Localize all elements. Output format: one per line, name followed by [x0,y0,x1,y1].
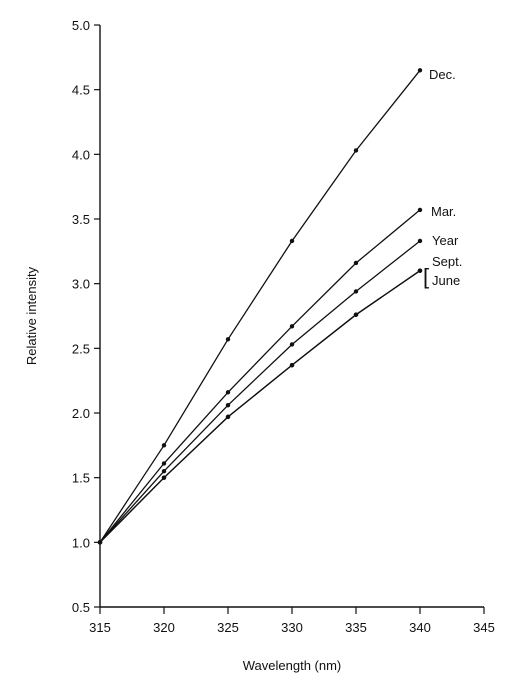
series-label: June [432,273,460,288]
y-tick-label: 3.0 [72,277,90,292]
data-point [225,390,231,395]
y-tick-label: 1.0 [72,535,90,550]
x-tick-label: 320 [153,620,175,635]
x-axis-ticks: 315 320 325 330 335 340 345 [89,607,495,635]
data-point [161,475,167,480]
series-label: Year [432,233,459,248]
x-axis-title: Wavelength (nm) [243,658,342,673]
x-tick-label: 330 [281,620,303,635]
y-tick-label: 2.0 [72,406,90,421]
data-point [225,403,231,408]
x-tick-label: 315 [89,620,111,635]
series-label: Mar. [431,204,456,219]
data-point [225,414,231,420]
data-point [353,260,359,266]
x-tick-label: 325 [217,620,239,635]
series-line-3 [99,270,421,543]
y-tick-label: 0.5 [72,600,90,615]
y-tick-label: 2.5 [72,341,90,356]
axes [99,25,484,608]
series-line-0 [99,69,421,543]
series-line-1 [99,209,421,543]
y-tick-label: 4.0 [72,147,90,162]
data-point [97,540,103,545]
series-line-2 [99,240,421,543]
y-tick-label: 3.5 [72,212,90,227]
data-point [289,324,295,329]
series-label: Sept. [432,254,462,269]
series-label: Dec. [429,67,456,82]
data-point [417,68,423,73]
series-group [97,68,423,545]
data-point [289,362,295,368]
x-tick-label: 345 [473,620,495,635]
data-point [417,268,423,273]
y-tick-label: 4.5 [72,83,90,98]
data-point [353,148,359,153]
x-tick-label: 340 [409,620,431,635]
data-point [161,443,167,448]
data-point [289,238,295,244]
data-point [161,461,167,466]
y-tick-label: 5.0 [72,18,90,33]
data-point [417,207,423,213]
data-point [353,289,359,294]
y-axis-ticks: 0.5 1.0 1.5 2.0 2.5 3.0 3.5 4.0 4.5 5.0 [72,18,100,615]
data-point [353,312,359,317]
data-point [161,469,167,474]
y-tick-label: 1.5 [72,471,90,486]
series-line-4 [99,270,421,543]
series-label: [ [423,264,429,289]
data-point [417,238,423,244]
data-point [225,337,231,342]
data-point [289,342,295,347]
series-labels: Dec. Mar. Year Sept.[June [423,67,462,289]
x-tick-label: 335 [345,620,367,635]
y-axis-title: Relative intensity [24,266,39,365]
